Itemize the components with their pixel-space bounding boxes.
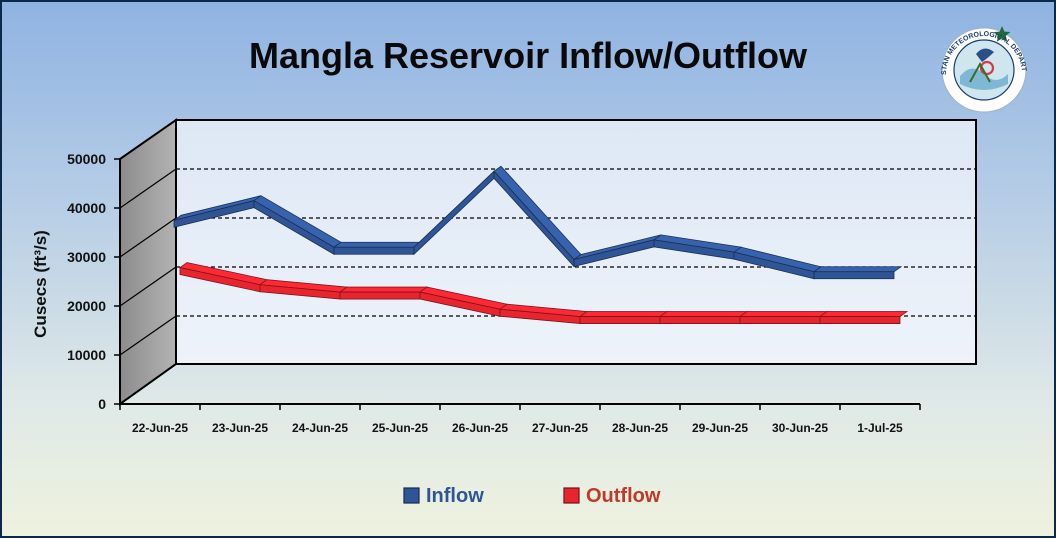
series-segment-top	[818, 311, 909, 317]
side-gridline	[119, 119, 177, 160]
side-gridline	[119, 315, 177, 356]
x-tick-label: 22-Jun-25	[132, 421, 188, 435]
series-segment	[339, 291, 421, 300]
y-tick-label: 0	[98, 396, 106, 412]
side-gridline	[119, 266, 177, 307]
x-tick-label: 28-Jun-25	[612, 421, 668, 435]
x-tick-label: 24-Jun-25	[292, 421, 348, 435]
x-tick-label: 27-Jun-25	[532, 421, 588, 435]
legend-swatch	[403, 487, 420, 504]
x-tick-label: 30-Jun-25	[772, 421, 828, 435]
series-segment	[659, 316, 741, 324]
series-segment	[579, 316, 661, 324]
series-segment-top	[658, 311, 749, 317]
series-segment-top	[332, 241, 423, 248]
x-tick-label: 1-Jul-25	[857, 421, 903, 435]
y-tick-label: 30000	[67, 249, 106, 265]
y-tick-label: 20000	[67, 298, 106, 314]
y-tick-label: 10000	[67, 347, 106, 363]
y-axis-ticks: 0 10000 20000 30000 40000 50000	[67, 151, 120, 412]
series-outflow	[179, 262, 909, 325]
series-segment	[739, 316, 821, 324]
x-tick-label: 25-Jun-25	[372, 421, 428, 435]
series-segment-top	[738, 311, 829, 317]
side-wall	[119, 118, 177, 406]
legend-label: Outflow	[586, 485, 661, 507]
y-tick-label: 50000	[67, 151, 106, 167]
legend-swatch	[563, 487, 580, 504]
y-tick-label: 40000	[67, 200, 106, 216]
side-gridline	[119, 217, 177, 258]
pmd-logo: PAKISTAN METEOROLOGICAL DEPARTMENT	[941, 26, 1027, 113]
series-segment-top	[812, 266, 903, 273]
x-tick-label: 29-Jun-25	[692, 421, 748, 435]
series-segment	[819, 316, 901, 324]
back-wall	[175, 119, 977, 365]
legend-label: Inflow	[426, 485, 484, 507]
series-layer	[173, 165, 909, 325]
series-segment	[333, 246, 415, 255]
series-inflow	[173, 165, 903, 280]
series-segment-top	[578, 311, 669, 317]
chart-title: Mangla Reservoir Inflow/Outflow	[249, 35, 808, 76]
x-tick-label: 26-Jun-25	[452, 421, 508, 435]
legend: Inflow Outflow	[403, 485, 661, 507]
series-segment-top	[338, 286, 429, 293]
x-axis: 22-Jun-25 23-Jun-25 24-Jun-25 25-Jun-25 26-J…	[119, 159, 921, 435]
side-gridline	[119, 168, 177, 209]
y-axis-label: Cusecs (ft³/s)	[31, 230, 50, 338]
x-tick-label: 23-Jun-25	[212, 421, 268, 435]
series-segment	[813, 271, 895, 280]
